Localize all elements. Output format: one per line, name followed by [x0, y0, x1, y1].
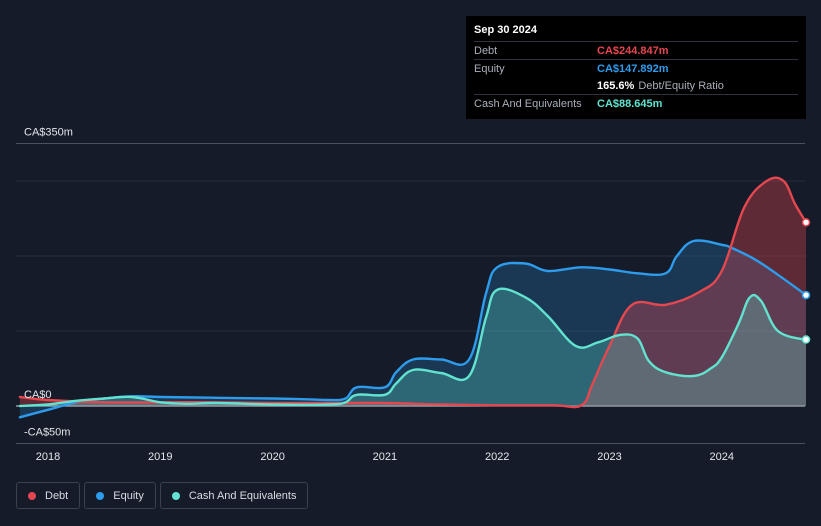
area-debt	[19, 177, 806, 408]
legend-item-equity[interactable]: Equity	[84, 482, 156, 509]
legend-item-cash[interactable]: Cash And Equivalents	[159, 482, 309, 509]
tooltip-label: Debt	[474, 44, 498, 57]
tooltip-panel: Sep 30 2024 Debt CA$244.847m Equity CA$1…	[466, 16, 806, 119]
legend-dot-icon	[28, 491, 36, 500]
x-tick-label: 2023	[597, 451, 621, 463]
tooltip-row-ratio: 165.6% Debt/Equity Ratio	[474, 77, 798, 94]
area-equity	[19, 240, 806, 418]
legend-label: Cash And Equivalents	[188, 489, 297, 502]
tooltip-value: CA$88.645m	[597, 97, 663, 110]
legend-label: Equity	[113, 489, 144, 502]
chart-legend: Debt Equity Cash And Equivalents	[16, 482, 309, 509]
tooltip-row-debt: Debt CA$244.847m	[474, 41, 798, 59]
tooltip-value: 165.6%	[597, 79, 635, 92]
marker-debt	[801, 218, 811, 227]
x-tick-label: 2022	[485, 451, 509, 463]
legend-dot-icon	[171, 491, 180, 500]
marker-equity	[801, 290, 811, 300]
axes: CA$350m CA$0 -CA$50m 2018 2019 2020 2021 2022 20…	[24, 127, 734, 464]
series-areas	[19, 177, 806, 418]
tooltip-label: Cash And Equivalents	[474, 97, 582, 110]
legend-label: Debt	[45, 489, 69, 502]
tooltip-value: CA$244.847m	[597, 44, 669, 57]
series-lines	[18, 176, 808, 419]
end-markers	[801, 218, 811, 344]
x-tick-label: 2020	[260, 451, 284, 463]
y-tick-label: -CA$50m	[24, 427, 70, 439]
y-tick-label: CA$350m	[24, 127, 73, 139]
x-tick-label: 2021	[373, 451, 397, 463]
line-cash-and-equivalents	[18, 287, 808, 408]
x-tick-label: 2024	[710, 451, 734, 463]
tooltip-label: Equity	[474, 62, 505, 75]
legend-dot-icon	[96, 491, 105, 500]
tooltip-row-cash: Cash And Equivalents CA$88.645m	[474, 94, 798, 112]
legend-item-debt[interactable]: Debt	[16, 482, 81, 509]
line-equity	[18, 239, 808, 419]
y-tick-label: CA$0	[24, 389, 52, 401]
grid-lines	[16, 143, 805, 444]
x-tick-label: 2019	[148, 451, 172, 463]
marker-cash	[801, 335, 811, 344]
tooltip-value: CA$147.892m	[597, 62, 669, 75]
tooltip-row-equity: Equity CA$147.892m	[474, 59, 798, 77]
tooltip-date: Sep 30 2024	[474, 24, 537, 36]
tooltip-extra: Debt/Equity Ratio	[638, 79, 724, 92]
x-tick-label: 2018	[36, 451, 60, 463]
area-cash-and-equivalents	[19, 288, 806, 406]
